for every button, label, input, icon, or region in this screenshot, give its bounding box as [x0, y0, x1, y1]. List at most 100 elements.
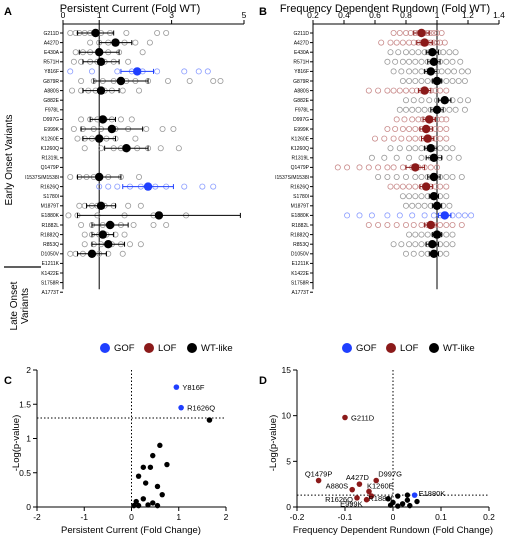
panel-b-replicate-point	[396, 212, 403, 219]
panel-b-replicate-point	[395, 49, 402, 56]
panel-b-mean-point	[440, 96, 449, 105]
panel-a-replicate-point	[67, 29, 74, 36]
panel-letter-b: B	[259, 6, 267, 18]
panel-b-variant-label: K1260E	[291, 136, 309, 142]
panel-b-replicate-point	[421, 212, 428, 219]
panel-b-variant-label: G211D	[294, 31, 310, 37]
panel-b-replicate-point	[412, 126, 419, 133]
panel-b-replicate-point	[446, 202, 453, 209]
panel-b-variant-label: G882E	[293, 98, 309, 104]
panel-b-replicate-point	[402, 106, 409, 113]
panel-d-xtick-label: -0.1	[338, 512, 353, 522]
panel-b-mean-point	[429, 192, 439, 201]
panel-b-replicate-point	[356, 164, 363, 171]
panel-d-point-label: E1880K	[419, 489, 446, 498]
panel-b-replicate-point	[409, 212, 416, 219]
panel-b-variant-label: F978L	[295, 108, 309, 114]
panel-b-replicate-point	[449, 173, 456, 180]
group-late-label: Late Onset Variants	[9, 281, 31, 331]
panel-a-replicate-point	[96, 183, 103, 190]
panel-b-replicate-point	[443, 193, 450, 200]
panel-c-point-label: Y816F	[182, 383, 205, 392]
panel-b-replicate-point	[458, 173, 465, 180]
panel-b-replicate-point	[433, 39, 440, 46]
panel-d-point	[404, 497, 411, 503]
panel-b-mean-point	[425, 115, 434, 124]
panel-a-mean-point	[122, 144, 131, 153]
panel-d-labeled-point	[349, 486, 356, 493]
panel-c-labeled-point	[206, 417, 213, 423]
panel-b-replicate-point	[378, 39, 385, 46]
panel-a-replicate-point	[88, 68, 95, 75]
panel-b-replicate-point	[406, 135, 413, 142]
panel-b-replicate-point	[443, 58, 450, 65]
panel-b-replicate-point	[461, 78, 468, 85]
panel-c-xtick-label: 2	[224, 512, 229, 522]
panel-b-xtick-label: 1	[435, 10, 440, 20]
panel-c-point	[159, 491, 165, 498]
legend-b-lof-label: LOF	[400, 343, 419, 354]
panel-a-replicate-point	[119, 87, 126, 94]
panel-a-replicate-point	[136, 87, 143, 94]
panel-b-xtick-label: 0.8	[400, 10, 412, 20]
panel-d-point-label: E999K	[340, 500, 363, 509]
panel-b-replicate-point	[368, 154, 375, 161]
panel-a-replicate-point	[125, 58, 132, 65]
panel-b-mean-point	[428, 240, 437, 249]
panel-b-replicate-point	[430, 212, 437, 219]
panel-a-replicate-point	[170, 126, 177, 133]
panel-b-replicate-point	[415, 202, 422, 209]
panel-a-variant-label: M1879T	[41, 204, 59, 210]
panel-letter-c: C	[4, 375, 12, 387]
panel-a-replicate-point	[132, 135, 139, 142]
panel-b-replicate-point	[437, 183, 444, 190]
panel-a-variant-label: G211D	[44, 31, 60, 37]
panel-b-replicate-point	[437, 135, 444, 142]
panel-a-mean-point	[87, 249, 97, 258]
panel-a-variant-label: R1882Q	[40, 232, 59, 238]
panel-a-replicate-point	[132, 39, 139, 46]
panel-b-title: Frequency Dependent Rundown (Fold WT)	[280, 3, 490, 15]
panel-a-replicate-point	[128, 116, 135, 123]
panel-d-point-label: K1260E	[367, 481, 394, 490]
panel-d-labeled-point	[368, 493, 375, 499]
panel-a-replicate-point	[81, 241, 88, 248]
panel-b-replicate-point	[365, 87, 372, 94]
panel-a-replicate-point	[217, 78, 224, 85]
panel-b-replicate-point	[384, 164, 391, 171]
panel-b-replicate-point	[461, 106, 468, 113]
panel-b-replicate-point	[461, 212, 468, 219]
panel-d-labeled-point	[315, 477, 322, 484]
panel-b-replicate-point	[437, 145, 444, 152]
panel-d-labeled-point	[363, 496, 370, 503]
panel-b-replicate-point	[406, 154, 413, 161]
panel-b-replicate-point	[392, 58, 399, 65]
panel-b-variant-label: R853Q	[293, 242, 309, 248]
legend-a-wt-marker	[187, 343, 197, 353]
panel-a-replicate-point	[81, 145, 88, 152]
legend-a-lof-marker	[144, 343, 154, 353]
panel-a-variant-label: R853Q	[43, 242, 59, 248]
panel-c-point	[140, 496, 147, 502]
panel-b-replicate-point	[418, 68, 425, 75]
panel-c-point	[131, 502, 137, 509]
panel-b-replicate-point	[412, 68, 419, 75]
legend-b-wt-label: WT-like	[443, 343, 475, 354]
panel-c-xtick-label: 0	[129, 512, 134, 522]
panel-a-variant-label: A880S	[44, 88, 60, 94]
panel-b-replicate-point	[449, 145, 456, 152]
panel-a-replicate-point	[181, 183, 188, 190]
panel-a-replicate-point	[204, 68, 211, 75]
panel-c-xlabel: Persistent Current (Fold Change)	[61, 525, 201, 536]
panel-b-replicate-point	[443, 231, 450, 238]
panel-a-replicate-point	[143, 126, 150, 133]
panel-a-replicate-point	[163, 29, 170, 36]
panel-a-mean-point	[98, 230, 108, 239]
panel-c-point	[133, 498, 139, 505]
panel-b-replicate-point	[464, 97, 471, 104]
panel-d-labeled-point	[366, 488, 372, 495]
panel-b-replicate-point	[446, 154, 453, 161]
panel-b-replicate-point	[393, 173, 400, 180]
panel-b-replicate-point	[375, 173, 382, 180]
panel-a-replicate-point	[163, 221, 170, 228]
